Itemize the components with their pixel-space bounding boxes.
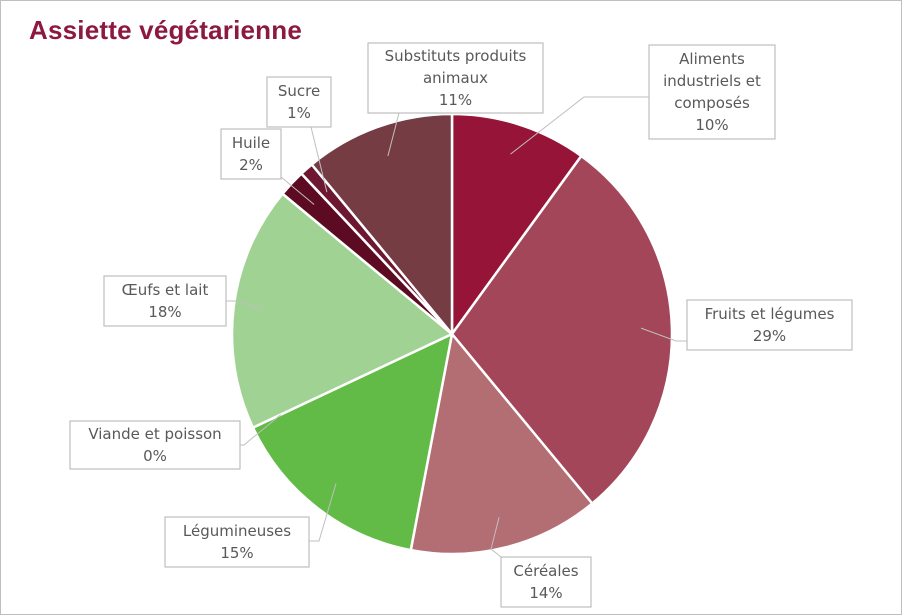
leader-line (280, 176, 315, 205)
leader-line (310, 126, 328, 193)
pie-slice (310, 112, 454, 336)
data-label-category: Huile (232, 134, 270, 152)
data-label-value: 14% (529, 584, 562, 602)
data-label-value: 0% (143, 447, 167, 465)
leader-line (510, 96, 649, 155)
data-label-value: 11% (439, 91, 472, 109)
data-label-box (103, 275, 227, 327)
leader-line (240, 414, 282, 446)
data-label-box (164, 516, 310, 568)
leader-line (226, 300, 265, 311)
data-label-value: 18% (148, 303, 181, 321)
data-label-box (367, 42, 544, 114)
pie-slice (230, 192, 454, 429)
pie-slice (450, 154, 674, 505)
data-label-value: 15% (220, 544, 253, 562)
data-label-box (69, 420, 241, 470)
data-label-box (266, 76, 332, 128)
pie-slice (450, 112, 583, 336)
leader-line (387, 112, 400, 157)
chart-title: Assiette végétarienne (29, 15, 302, 45)
data-label-box (220, 128, 282, 180)
leader-line (309, 483, 337, 542)
pie-slice (251, 332, 454, 552)
data-label-category: industriels et (663, 72, 761, 90)
data-label-value: 1% (287, 104, 311, 122)
data-label-category: Viande et poisson (88, 425, 221, 443)
data-label-category: Céréales (513, 562, 578, 580)
data-label-category: Légumineuses (183, 522, 291, 540)
data-label-category: Fruits et légumes (705, 305, 835, 323)
data-label-value: 2% (239, 156, 263, 174)
data-label-value: 29% (753, 327, 786, 345)
leader-line (490, 517, 502, 558)
data-label-value: 10% (695, 116, 728, 134)
data-label-category: Sucre (278, 82, 320, 100)
data-label-category: composés (674, 94, 750, 112)
data-label-category: Œufs et lait (122, 281, 209, 299)
data-label-category: Substituts produits (385, 47, 527, 65)
data-label-category: animaux (423, 69, 488, 87)
data-label-category: Aliments (679, 50, 745, 68)
data-label-box (686, 299, 853, 351)
data-label-box (648, 44, 776, 140)
data-label-box (500, 556, 592, 608)
pie-slice (409, 332, 594, 556)
leader-line (640, 327, 687, 342)
